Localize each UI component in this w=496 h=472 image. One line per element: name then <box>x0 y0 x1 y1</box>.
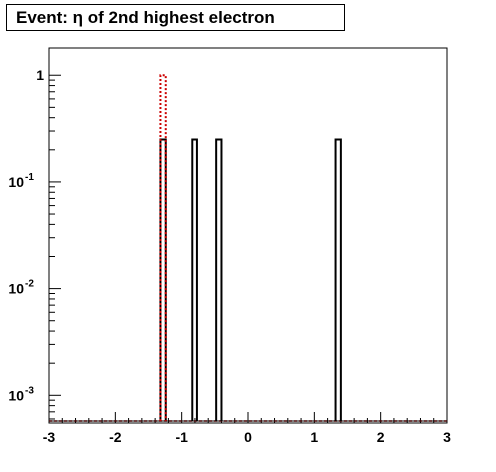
histogram-bar <box>334 138 342 421</box>
chart-title: Event: η of 2nd highest electron <box>16 7 275 27</box>
x-tick-label: 1 <box>310 429 318 445</box>
histogram-bar <box>191 138 198 421</box>
x-tick-label: -2 <box>109 429 122 445</box>
x-tick-label: -3 <box>43 429 56 445</box>
histogram-bars <box>49 74 447 422</box>
y-tick-exponent: -3 <box>25 385 34 396</box>
x-tick-label: 2 <box>377 429 385 445</box>
y-axis: 110-110-210-3 <box>8 67 61 420</box>
y-tick-exponent: -1 <box>25 172 34 183</box>
histogram-bar-dotted <box>159 74 167 421</box>
x-tick-label: -1 <box>175 429 188 445</box>
y-tick-label: 10 <box>8 387 24 403</box>
y-tick-label: 10 <box>8 174 24 190</box>
histogram-bar <box>215 138 223 421</box>
plot-frame <box>48 47 448 424</box>
x-tick-label: 0 <box>244 429 252 445</box>
y-tick-label: 10 <box>8 281 24 297</box>
chart-title-box: Event: η of 2nd highest electron <box>6 4 345 31</box>
y-tick-label: 1 <box>36 67 44 83</box>
x-tick-label: 3 <box>443 429 451 445</box>
y-tick-exponent: -2 <box>25 279 34 290</box>
